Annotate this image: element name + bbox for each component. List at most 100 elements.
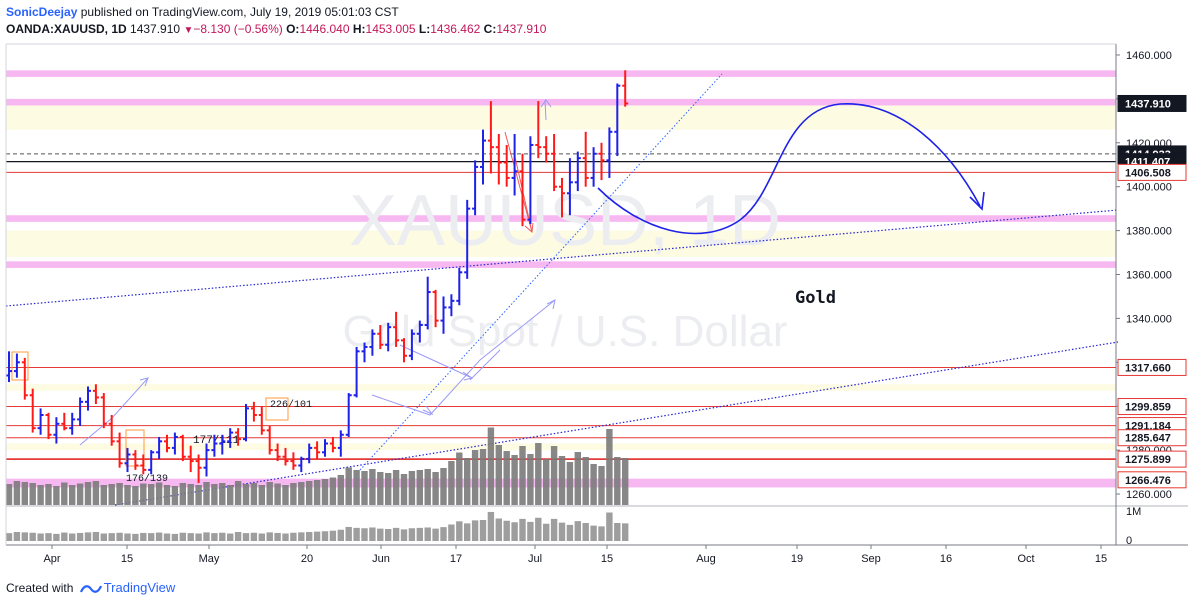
ohlc-bar <box>258 406 265 435</box>
ohlc-bar <box>132 450 139 470</box>
volume-pane-bar <box>369 527 376 541</box>
ohlc-bar <box>282 447 289 466</box>
volume-bar <box>187 484 194 505</box>
volume-pane-bar <box>108 533 115 541</box>
volume-pane-bar <box>298 532 305 541</box>
volume-pane-bar <box>432 528 439 541</box>
ohlc-bar <box>408 329 415 361</box>
ohlc-bar <box>480 129 486 185</box>
channel-upper-line <box>5 209 1119 307</box>
label-177-111: 177/111 <box>193 435 240 447</box>
volume-pane-bar <box>479 520 487 541</box>
volume-bar <box>84 482 92 505</box>
gold-text: Gold <box>795 288 836 308</box>
volume-bar <box>503 451 510 505</box>
volume-pane-bar <box>282 533 289 541</box>
price-label: 1406.508 <box>1117 163 1187 181</box>
volume-pane <box>5 505 1188 541</box>
volume-pane-bar <box>448 524 455 541</box>
volume-pane-bar <box>163 533 171 541</box>
change-value: −8.130 (−0.56%) <box>193 22 283 36</box>
volume-bar <box>266 482 273 505</box>
watermark-symbol: XAUUSD, 1D <box>349 181 781 261</box>
y-tick-label: 1460.000 <box>1126 50 1172 62</box>
label-176-139: 176/139 <box>126 473 168 485</box>
volume-bar <box>21 482 28 505</box>
volume-pane-bar <box>377 528 384 541</box>
symbol-label[interactable]: OANDA:XAUUSD, 1D <box>6 22 127 36</box>
volume-bar <box>211 484 218 505</box>
volume-bar <box>424 469 431 505</box>
volume-bar <box>124 485 131 505</box>
axes: 1460.0001440.0001420.0001400.0001380.000… <box>5 43 1188 565</box>
price-label-box <box>1117 429 1187 447</box>
price-label: 1299.859 <box>1117 398 1187 416</box>
volume-bar <box>337 475 344 505</box>
volume-bar <box>400 474 408 505</box>
price-label-text: 1299.859 <box>1125 402 1171 414</box>
ohlc-bar <box>598 142 605 181</box>
volume-pane-bar <box>424 527 431 541</box>
price-label-box <box>1117 358 1187 376</box>
ohlc-bar <box>61 412 68 431</box>
tradingview-brand-link[interactable]: TradingView <box>103 580 176 595</box>
down-triangle-icon: ▼ <box>183 25 194 36</box>
volume-pane-bar <box>558 522 566 541</box>
x-tick-label: Apr <box>43 553 60 565</box>
ohlc-bar <box>590 147 597 187</box>
ohlc-bar <box>487 101 494 174</box>
chart-header: SonicDeejay published on TradingView.com… <box>0 0 1188 44</box>
volume-pane-bar <box>140 532 147 541</box>
ohlc-bar <box>361 342 368 363</box>
ohlc-bar <box>495 134 502 185</box>
resistance-zone-pink <box>6 215 1116 222</box>
volume-pane-bar <box>582 523 589 541</box>
ohlc-bar <box>235 428 242 446</box>
volume-pane-bar <box>527 521 534 541</box>
ohlc-bar <box>219 434 226 455</box>
volume-pane-bar <box>590 525 597 541</box>
volume-pane-bar <box>92 532 100 541</box>
ohlc-bar <box>424 276 431 330</box>
volume-bar <box>195 485 202 505</box>
ohlc-bar <box>211 434 218 457</box>
volume-bar <box>140 483 147 505</box>
volume-bar <box>456 452 463 505</box>
volume-pane-bar <box>535 517 542 541</box>
volume-bar <box>574 452 581 505</box>
ohlc-bar <box>187 445 194 473</box>
volume-bar <box>171 486 179 505</box>
author-link[interactable]: SonicDeejay <box>6 5 78 19</box>
volume-pane-bar <box>100 533 107 541</box>
ohlc-bar <box>614 83 621 156</box>
volume-bar <box>487 427 495 505</box>
ohlc-bar <box>527 136 534 225</box>
volume-bar <box>392 470 400 505</box>
ohlc-bar <box>535 101 542 159</box>
volume-bar <box>535 443 542 505</box>
volume-bar <box>132 486 139 505</box>
volume-bar <box>614 457 621 505</box>
ohlc-bar <box>171 432 178 455</box>
support-zone-yellow <box>6 105 1116 130</box>
volume-pane-bar <box>329 530 337 541</box>
volume-pane-bar <box>21 532 28 541</box>
highlight-box <box>265 397 289 421</box>
ohlc-bar <box>519 153 526 227</box>
volume-bar <box>598 466 605 505</box>
volume-bar <box>321 479 329 505</box>
resistance-zone-pink <box>6 70 1116 77</box>
ohlc-bar <box>566 158 573 216</box>
volume-bar <box>622 458 629 505</box>
volume-bar <box>495 445 502 505</box>
volume-pane-bar <box>148 533 155 541</box>
volume-pane-bar <box>37 533 44 541</box>
volume-bar <box>234 481 242 505</box>
ohlc-bar <box>100 393 107 429</box>
volume-pane-bar <box>440 527 447 541</box>
price-label-box <box>1117 471 1187 489</box>
ohlc-bar <box>622 70 629 107</box>
volume-bar <box>329 477 337 505</box>
volume-bar <box>242 484 250 505</box>
